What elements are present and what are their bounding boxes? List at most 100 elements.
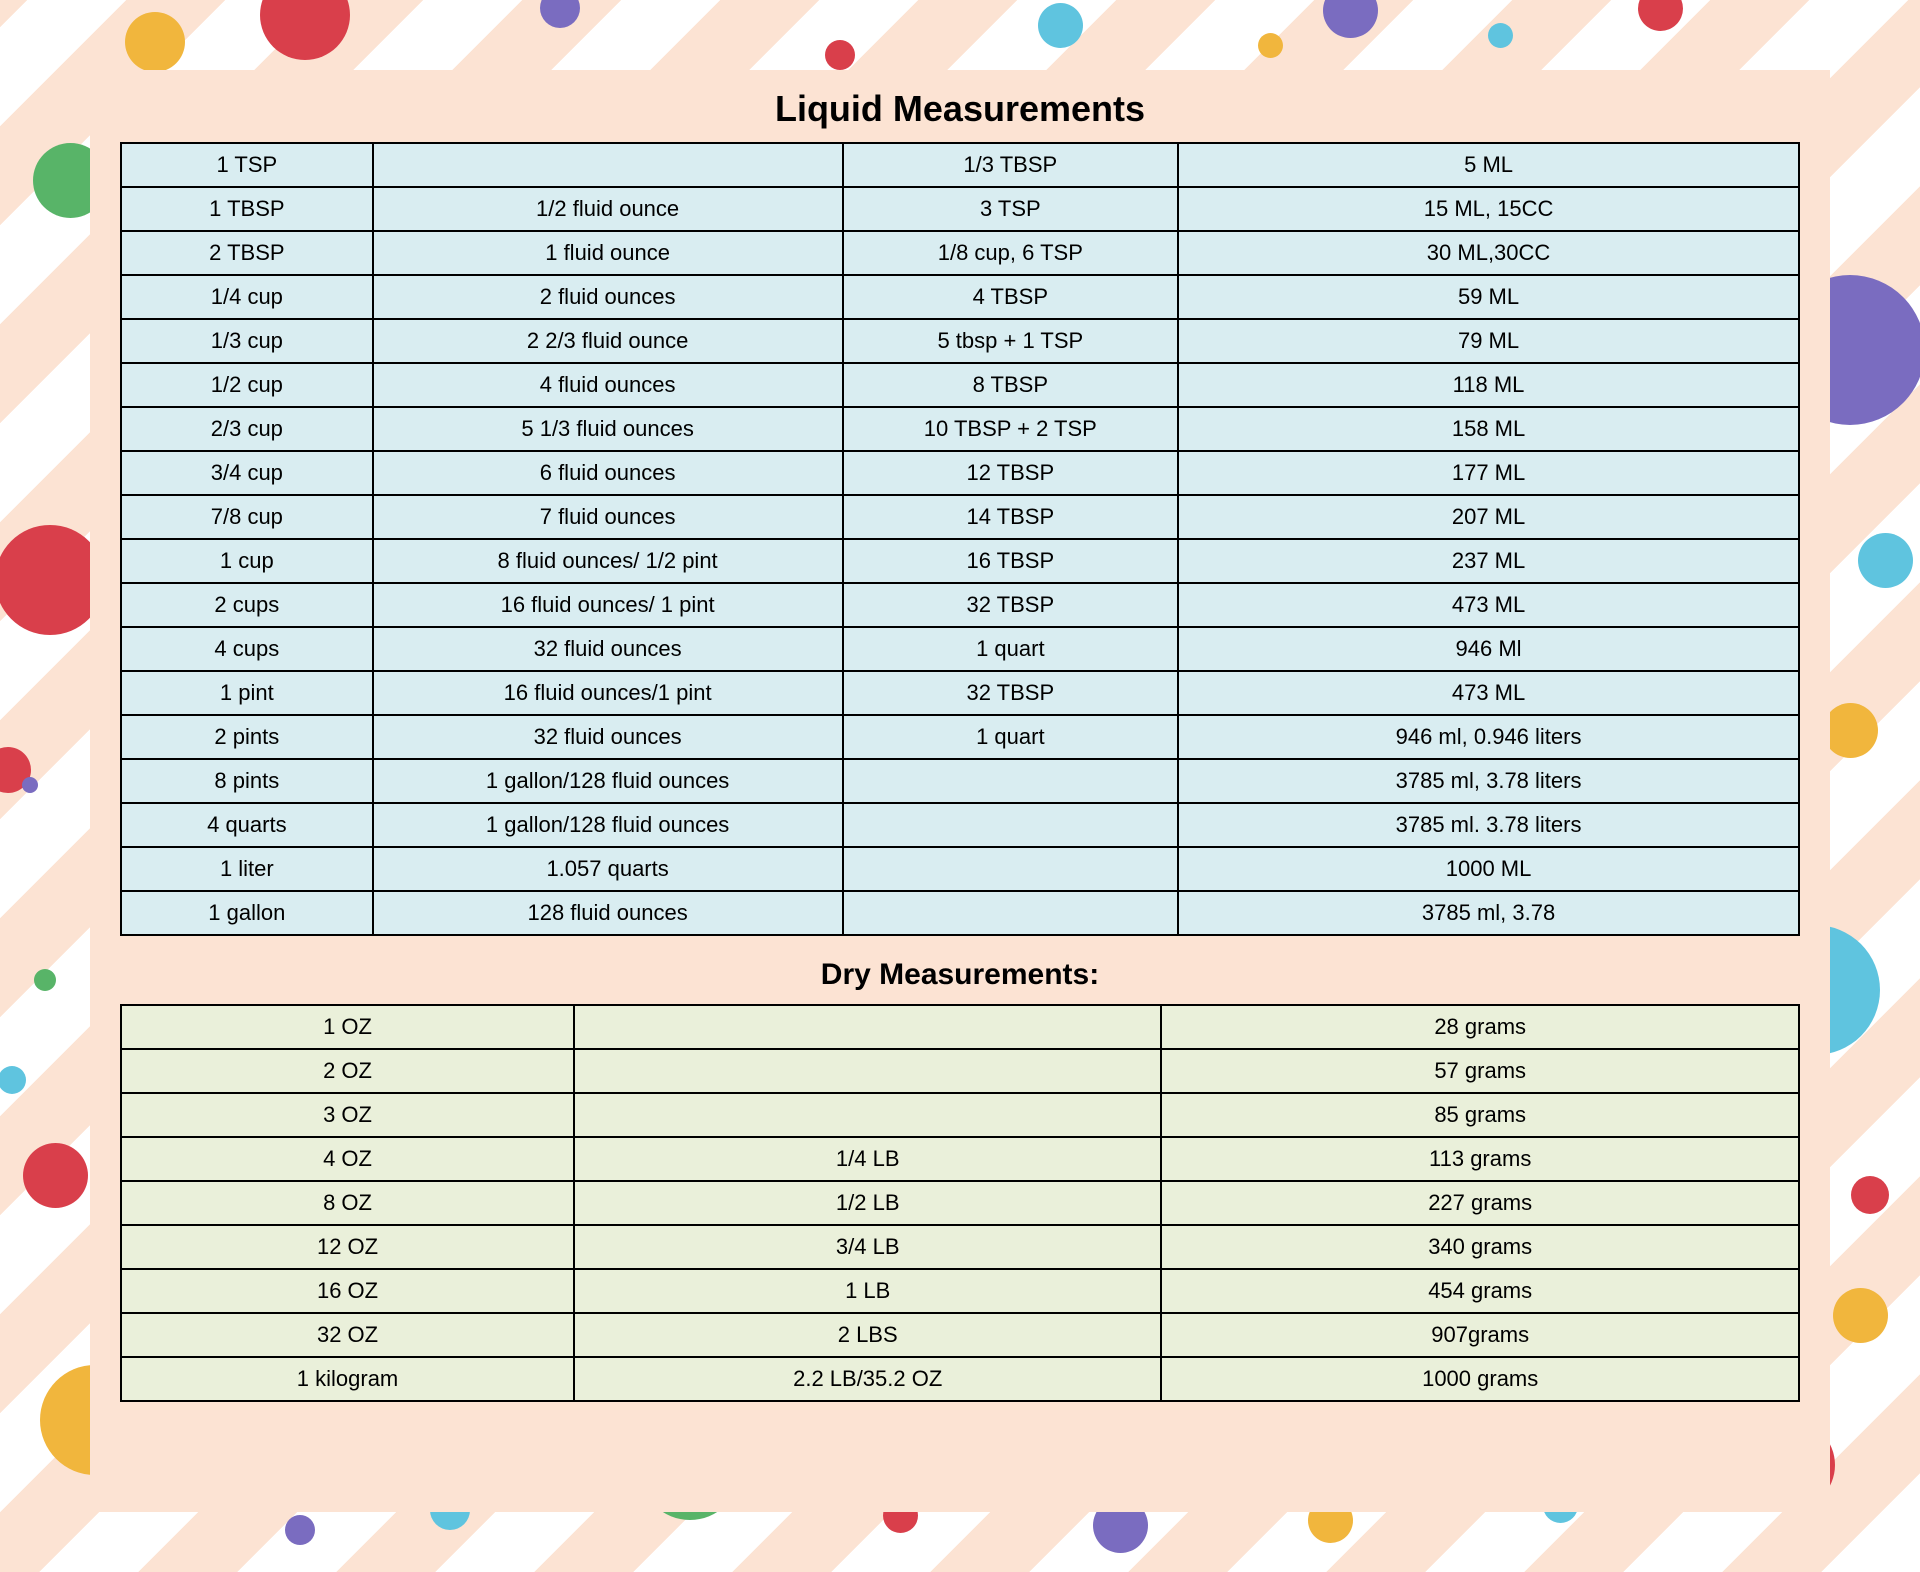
table-cell: 454 grams <box>1161 1269 1799 1313</box>
table-cell: 1/2 fluid ounce <box>373 187 843 231</box>
liquid-title: Liquid Measurements <box>120 88 1800 130</box>
table-cell: 28 grams <box>1161 1005 1799 1049</box>
table-cell <box>574 1005 1161 1049</box>
table-cell: 16 TBSP <box>843 539 1179 583</box>
table-cell: 8 fluid ounces/ 1/2 pint <box>373 539 843 583</box>
table-cell: 1 gallon/128 fluid ounces <box>373 759 843 803</box>
table-row: 32 OZ2 LBS907grams <box>121 1313 1799 1357</box>
table-row: 8 OZ1/2 LB227 grams <box>121 1181 1799 1225</box>
table-cell: 8 OZ <box>121 1181 574 1225</box>
decorative-dot <box>1833 1288 1888 1343</box>
table-cell: 2 pints <box>121 715 373 759</box>
table-cell: 3785 ml, 3.78 <box>1178 891 1799 935</box>
table-cell: 59 ML <box>1178 275 1799 319</box>
dry-measurements-table: 1 OZ28 grams2 OZ57 grams3 OZ85 grams4 OZ… <box>120 1004 1800 1402</box>
table-row: 1 TBSP1/2 fluid ounce3 TSP15 ML, 15CC <box>121 187 1799 231</box>
table-row: 2 OZ57 grams <box>121 1049 1799 1093</box>
table-cell: 1/3 TBSP <box>843 143 1179 187</box>
table-row: 8 pints1 gallon/128 fluid ounces 3785 ml,… <box>121 759 1799 803</box>
table-cell: 473 ML <box>1178 671 1799 715</box>
table-cell: 32 OZ <box>121 1313 574 1357</box>
table-cell: 1 cup <box>121 539 373 583</box>
table-cell: 237 ML <box>1178 539 1799 583</box>
table-cell: 227 grams <box>1161 1181 1799 1225</box>
table-cell: 1 TBSP <box>121 187 373 231</box>
decorative-dot <box>1851 1176 1889 1214</box>
content-panel: Liquid Measurements 1 TSP1/3 TBSP5 ML1 T… <box>90 70 1830 1512</box>
table-cell: 5 1/3 fluid ounces <box>373 407 843 451</box>
decorative-dot <box>1858 533 1913 588</box>
table-cell: 4 quarts <box>121 803 373 847</box>
table-row: 1 OZ28 grams <box>121 1005 1799 1049</box>
table-cell: 1000 grams <box>1161 1357 1799 1401</box>
table-cell: 12 TBSP <box>843 451 1179 495</box>
table-cell: 177 ML <box>1178 451 1799 495</box>
table-cell: 1/2 cup <box>121 363 373 407</box>
table-cell: 340 grams <box>1161 1225 1799 1269</box>
table-row: 1 kilogram2.2 LB/35.2 OZ1000 grams <box>121 1357 1799 1401</box>
table-cell <box>574 1093 1161 1137</box>
table-cell: 1 quart <box>843 627 1179 671</box>
table-cell: 3/4 LB <box>574 1225 1161 1269</box>
table-cell <box>843 891 1179 935</box>
table-row: 2/3 cup5 1/3 fluid ounces10 TBSP + 2 TSP… <box>121 407 1799 451</box>
table-cell: 3 TSP <box>843 187 1179 231</box>
table-row: 4 cups32 fluid ounces1 quart946 Ml <box>121 627 1799 671</box>
table-cell: 2/3 cup <box>121 407 373 451</box>
table-row: 1 gallon128 fluid ounces3785 ml, 3.78 <box>121 891 1799 935</box>
decorative-dot <box>34 969 56 991</box>
table-cell: 8 pints <box>121 759 373 803</box>
table-cell: 57 grams <box>1161 1049 1799 1093</box>
table-row: 3 OZ85 grams <box>121 1093 1799 1137</box>
decorative-dot <box>1258 33 1283 58</box>
table-cell: 12 OZ <box>121 1225 574 1269</box>
table-cell: 1000 ML <box>1178 847 1799 891</box>
decorative-dot <box>22 777 38 793</box>
table-cell: 113 grams <box>1161 1137 1799 1181</box>
table-cell: 79 ML <box>1178 319 1799 363</box>
table-cell: 5 ML <box>1178 143 1799 187</box>
table-cell <box>574 1049 1161 1093</box>
table-cell: 16 fluid ounces/1 pint <box>373 671 843 715</box>
table-cell: 6 fluid ounces <box>373 451 843 495</box>
table-cell <box>843 759 1179 803</box>
table-cell: 1 TSP <box>121 143 373 187</box>
table-cell: 207 ML <box>1178 495 1799 539</box>
table-row: 1/2 cup4 fluid ounces8 TBSP118 ML <box>121 363 1799 407</box>
table-cell: 1/4 LB <box>574 1137 1161 1181</box>
table-cell: 3785 ml. 3.78 liters <box>1178 803 1799 847</box>
table-cell: 1 kilogram <box>121 1357 574 1401</box>
decorative-dot <box>825 40 855 70</box>
table-cell: 4 OZ <box>121 1137 574 1181</box>
table-cell: 1/3 cup <box>121 319 373 363</box>
table-cell <box>373 143 843 187</box>
table-cell: 1 fluid ounce <box>373 231 843 275</box>
table-cell: 32 fluid ounces <box>373 715 843 759</box>
decorative-dot <box>1823 703 1878 758</box>
table-row: 1 cup8 fluid ounces/ 1/2 pint16 TBSP237 … <box>121 539 1799 583</box>
table-cell: 4 TBSP <box>843 275 1179 319</box>
decorative-dot <box>1488 23 1513 48</box>
table-cell: 2 2/3 fluid ounce <box>373 319 843 363</box>
table-cell: 3 OZ <box>121 1093 574 1137</box>
table-cell: 1/4 cup <box>121 275 373 319</box>
table-cell: 16 OZ <box>121 1269 574 1313</box>
table-row: 3/4 cup6 fluid ounces12 TBSP177 ML <box>121 451 1799 495</box>
table-cell: 1 gallon/128 fluid ounces <box>373 803 843 847</box>
table-cell: 3/4 cup <box>121 451 373 495</box>
table-row: 1 TSP 1/3 TBSP5 ML <box>121 143 1799 187</box>
table-row: 12 OZ3/4 LB340 grams <box>121 1225 1799 1269</box>
table-cell: 10 TBSP + 2 TSP <box>843 407 1179 451</box>
table-cell: 2 cups <box>121 583 373 627</box>
table-cell: 3785 ml, 3.78 liters <box>1178 759 1799 803</box>
table-cell <box>843 803 1179 847</box>
table-row: 7/8 cup7 fluid ounces14 TBSP207 ML <box>121 495 1799 539</box>
table-cell: 14 TBSP <box>843 495 1179 539</box>
liquid-measurements-table: 1 TSP1/3 TBSP5 ML1 TBSP1/2 fluid ounce3 … <box>120 142 1800 936</box>
table-cell: 2 LBS <box>574 1313 1161 1357</box>
table-row: 1/4 cup2 fluid ounces4 TBSP59 ML <box>121 275 1799 319</box>
table-cell: 32 TBSP <box>843 671 1179 715</box>
table-cell: 5 tbsp + 1 TSP <box>843 319 1179 363</box>
table-row: 2 pints32 fluid ounces1 quart946 ml, 0.9… <box>121 715 1799 759</box>
table-cell: 4 fluid ounces <box>373 363 843 407</box>
